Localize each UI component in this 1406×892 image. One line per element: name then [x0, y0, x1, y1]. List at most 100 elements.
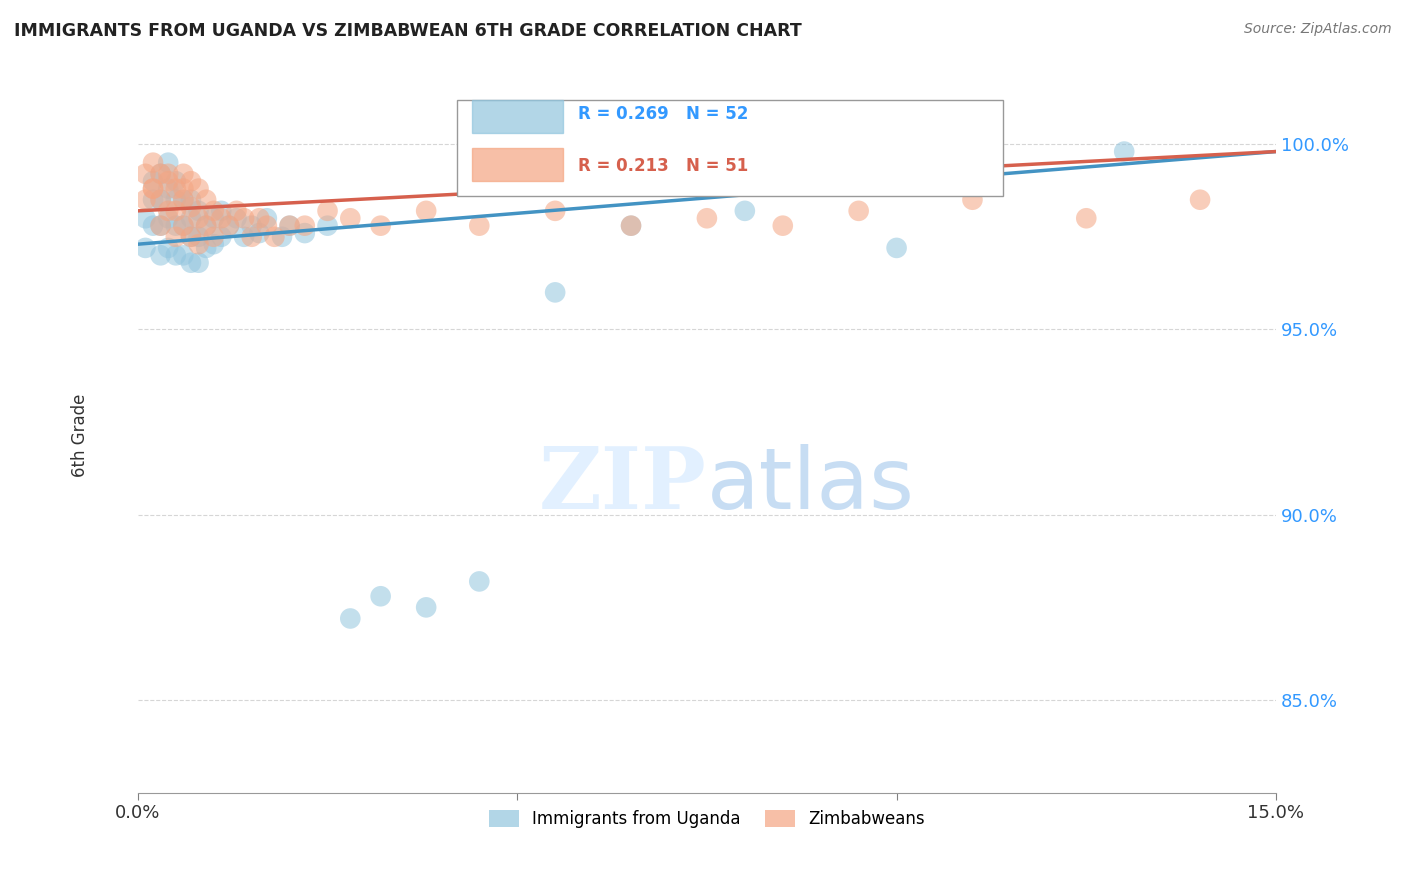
Bar	[471, 148, 562, 181]
Point	[142, 181, 165, 195]
Point	[278, 219, 301, 233]
Point	[165, 219, 187, 233]
Point	[180, 174, 202, 188]
Point	[142, 181, 165, 195]
Point	[157, 174, 180, 188]
Point	[271, 229, 294, 244]
Point	[172, 167, 194, 181]
Point	[195, 219, 218, 233]
Point	[134, 211, 156, 226]
Point	[415, 600, 437, 615]
Text: IMMIGRANTS FROM UGANDA VS ZIMBABWEAN 6TH GRADE CORRELATION CHART: IMMIGRANTS FROM UGANDA VS ZIMBABWEAN 6TH…	[14, 22, 801, 40]
Point	[848, 203, 870, 218]
Point	[240, 219, 263, 233]
Bar	[471, 100, 562, 133]
Point	[370, 219, 392, 233]
Point	[142, 219, 165, 233]
Point	[209, 211, 232, 226]
Point	[468, 574, 491, 589]
Point	[202, 211, 225, 226]
Point	[172, 193, 194, 207]
Point	[195, 219, 218, 233]
Point	[263, 229, 285, 244]
Point	[187, 211, 209, 226]
Point	[180, 211, 202, 226]
Point	[370, 589, 392, 603]
Point	[165, 229, 187, 244]
Text: R = 0.213   N = 51: R = 0.213 N = 51	[578, 157, 748, 176]
Point	[225, 211, 247, 226]
Point	[134, 167, 156, 181]
Point	[247, 226, 270, 240]
Point	[294, 219, 316, 233]
Point	[195, 241, 218, 255]
Point	[256, 211, 278, 226]
Point	[294, 226, 316, 240]
Point	[172, 193, 194, 207]
Point	[165, 248, 187, 262]
Point	[149, 219, 172, 233]
Point	[165, 174, 187, 188]
Point	[696, 211, 718, 226]
Point	[142, 193, 165, 207]
Point	[187, 229, 209, 244]
Point	[134, 241, 156, 255]
Point	[278, 219, 301, 233]
Text: atlas: atlas	[707, 443, 915, 526]
Text: R = 0.269   N = 52: R = 0.269 N = 52	[578, 105, 748, 123]
Point	[180, 256, 202, 270]
Point	[468, 219, 491, 233]
Point	[187, 256, 209, 270]
Point	[1114, 145, 1136, 159]
Point	[544, 203, 567, 218]
Point	[316, 203, 339, 218]
Point	[202, 203, 225, 218]
Point	[962, 193, 984, 207]
Point	[180, 200, 202, 214]
Point	[544, 285, 567, 300]
Point	[149, 193, 172, 207]
Point	[180, 229, 202, 244]
Point	[202, 237, 225, 252]
Point	[1076, 211, 1098, 226]
Point	[172, 219, 194, 233]
Point	[195, 193, 218, 207]
Point	[209, 203, 232, 218]
Text: ZIP: ZIP	[538, 443, 707, 527]
Point	[225, 203, 247, 218]
Point	[256, 219, 278, 233]
Point	[165, 193, 187, 207]
Point	[149, 167, 172, 181]
Point	[157, 211, 180, 226]
Point	[772, 219, 794, 233]
Point	[157, 241, 180, 255]
Point	[247, 211, 270, 226]
Point	[172, 181, 194, 195]
FancyBboxPatch shape	[457, 100, 1002, 196]
Point	[202, 229, 225, 244]
Point	[149, 248, 172, 262]
Point	[233, 229, 256, 244]
Point	[134, 193, 156, 207]
Point	[218, 219, 240, 233]
Point	[157, 167, 180, 181]
Point	[149, 167, 172, 181]
Legend: Immigrants from Uganda, Zimbabweans: Immigrants from Uganda, Zimbabweans	[482, 803, 932, 834]
Point	[187, 181, 209, 195]
Point	[142, 155, 165, 169]
Point	[187, 203, 209, 218]
Point	[620, 219, 643, 233]
Point	[165, 181, 187, 195]
Point	[172, 248, 194, 262]
Point	[157, 203, 180, 218]
Point	[339, 611, 361, 625]
Y-axis label: 6th Grade: 6th Grade	[72, 393, 89, 476]
Text: Source: ZipAtlas.com: Source: ZipAtlas.com	[1244, 22, 1392, 37]
Point	[180, 193, 202, 207]
Point	[172, 219, 194, 233]
Point	[165, 203, 187, 218]
Point	[734, 203, 756, 218]
Point	[157, 155, 180, 169]
Point	[1189, 193, 1212, 207]
Point	[240, 229, 263, 244]
